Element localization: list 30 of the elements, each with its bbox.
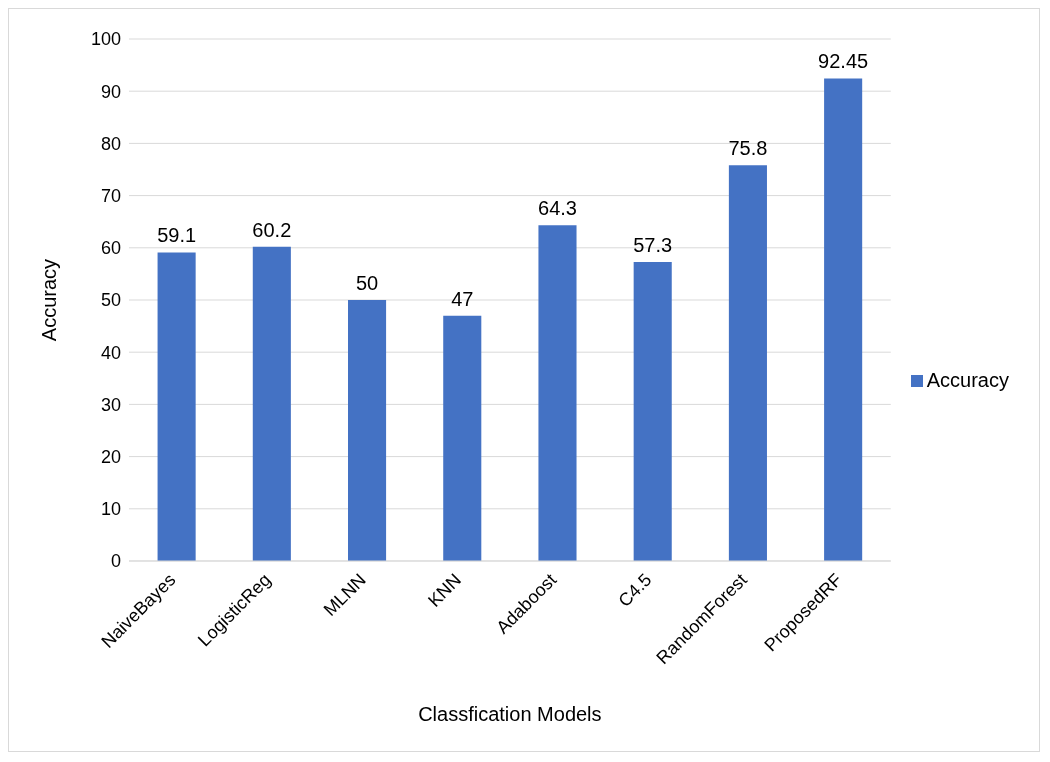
y-tick-label: 20 <box>100 446 121 467</box>
y-tick-label: 0 <box>110 551 121 572</box>
data-label: 64.3 <box>538 197 577 220</box>
data-label: 60.2 <box>252 218 292 241</box>
y-tick-label: 40 <box>100 342 121 363</box>
bar <box>728 165 767 561</box>
bar <box>538 225 577 561</box>
y-tick-label: 80 <box>100 133 121 154</box>
data-label: 47 <box>451 287 474 310</box>
y-tick-label: 90 <box>100 81 121 102</box>
data-label: 92.45 <box>818 50 869 73</box>
data-label: 50 <box>355 272 379 294</box>
bar <box>348 300 387 561</box>
legend-label: Accuracy <box>926 368 1009 391</box>
y-axis-title: Accuracy <box>38 258 61 342</box>
x-axis-title: Classfication Models <box>418 703 602 725</box>
bar <box>443 315 482 561</box>
bar <box>252 246 291 561</box>
y-tick-label: 70 <box>100 185 121 206</box>
bar <box>633 261 672 561</box>
y-tick-label: 30 <box>100 394 121 415</box>
data-label: 57.3 <box>633 233 673 256</box>
y-tick-label: 60 <box>100 238 121 259</box>
y-tick-label: 100 <box>90 29 121 50</box>
y-tick-label: 10 <box>100 499 121 520</box>
bar <box>157 252 196 561</box>
data-label: 75.8 <box>728 137 768 160</box>
bar <box>824 78 863 561</box>
data-label: 59.1 <box>157 224 197 247</box>
y-tick-label: 50 <box>100 290 121 311</box>
